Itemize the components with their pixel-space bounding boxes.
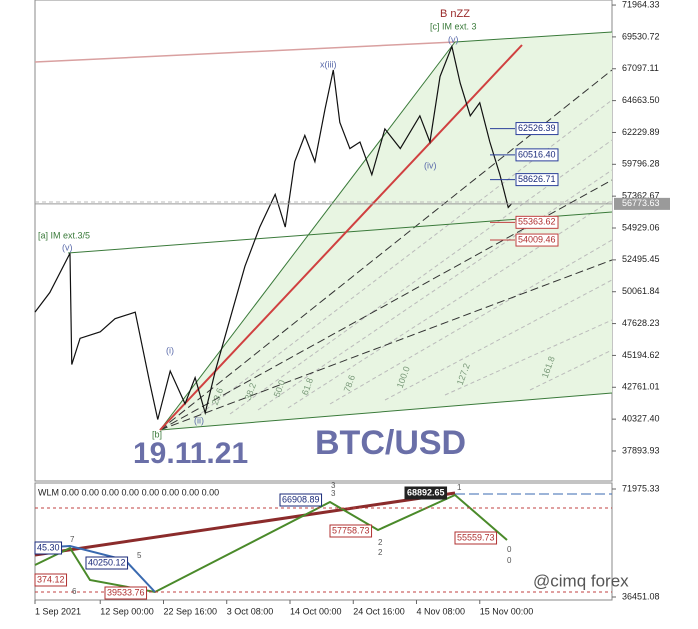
channel-top (34, 41, 456, 63)
level-box (515, 122, 559, 136)
zigzag-label: 39533.76 (107, 587, 145, 597)
wave-number: 3 (331, 489, 336, 498)
wave-annotation: (i) (166, 345, 174, 355)
zigzag-label: 68892.65 (407, 487, 445, 497)
y-tick-label: 40327.40 (622, 414, 660, 424)
wave-number: 3 (331, 481, 336, 490)
wave-number: 7 (70, 535, 75, 544)
wave-number: 0 (507, 556, 512, 565)
current-price-box (614, 197, 670, 210)
x-tick-label: 3 Oct 08:00 (227, 606, 274, 616)
wave-annotation: [b] (152, 429, 162, 439)
y-tick-label: 71964.33 (622, 0, 660, 9)
wave-number: 2 (378, 538, 383, 547)
wave-annotation: (v) (448, 34, 459, 44)
y-tick-label: 50061.84 (622, 286, 660, 296)
wave-annotation: B nZZ (440, 8, 470, 20)
watermark: @cimq forex (533, 571, 629, 590)
level-box (515, 173, 559, 187)
indicator-legend: WLM 0.00 0.00 0.00 0.00 0.00 0.00 0.00 0… (38, 487, 219, 497)
y-tick-label: 47628.23 (622, 318, 660, 328)
x-tick-label: 15 Nov 00:00 (480, 606, 534, 616)
zigzag-label-box (454, 531, 498, 545)
y-tick-label: 52495.45 (622, 254, 660, 264)
zigzag-label: 374.12 (37, 574, 65, 584)
y-tick-label: 67097.11 (622, 63, 659, 73)
wave-annotation: (ii) (194, 415, 204, 425)
wave-annotation: [a] IM ext.3/5 (38, 230, 90, 240)
channel-fill (160, 32, 612, 430)
y-tick-label: 42761.01 (622, 382, 660, 392)
wave-annotation: x(iii) (320, 59, 337, 69)
y-tick-label: 57362.67 (622, 191, 660, 201)
level-label: 62526.39 (518, 123, 556, 133)
channel-side (159, 41, 456, 431)
wave-annotation: (iv) (424, 160, 437, 170)
price-line (34, 44, 513, 420)
x-tick-label: 1 Sep 2021 (35, 606, 81, 616)
level-box (515, 215, 559, 229)
median-line (159, 44, 523, 431)
zigzag-label: 55559.73 (457, 532, 495, 542)
zigzag-label-box (85, 556, 129, 570)
level-box (515, 233, 559, 247)
y-tick-label: 37893.93 (622, 445, 660, 455)
y-tick-label: 54929.06 (622, 222, 660, 232)
y-tick-label: 71975.33 (622, 483, 660, 493)
x-tick-label: 4 Nov 08:00 (416, 606, 465, 616)
x-tick-label: 22 Sep 16:00 (164, 606, 218, 616)
y-tick-label: 62229.89 (622, 127, 660, 137)
wave-number: 6 (72, 587, 77, 596)
symbol-title: BTC/USD (315, 424, 466, 462)
zigzag (34, 491, 612, 594)
level-label: 60516.40 (518, 149, 556, 159)
x-tick-label: 24 Oct 16:00 (353, 606, 405, 616)
zigzag-label-box (34, 573, 68, 587)
current-price-label: 56773.63 (622, 198, 660, 208)
zigzag-label: 40250.12 (88, 557, 126, 567)
zigzag-label: 57758.73 (332, 525, 370, 535)
zigzag-label-box (404, 486, 448, 500)
x-tick-label: 14 Oct 00:00 (290, 606, 342, 616)
wave-annotation: (v) (62, 242, 73, 252)
zigzag-label-box (34, 541, 63, 555)
y-tick-label: 45194.62 (622, 350, 660, 360)
zigzag-label-box (104, 586, 148, 600)
level-label: 55363.62 (518, 217, 556, 227)
zigzag-label-box (329, 524, 373, 538)
wave-number: 0 (507, 545, 512, 554)
wave-number: 5 (137, 551, 142, 560)
wave-number: 2 (378, 548, 383, 557)
channel-top-ext (454, 31, 613, 43)
wave-annotation: [c] IM ext. 3 (430, 21, 477, 31)
x-tick-label: 12 Sep 00:00 (100, 606, 154, 616)
zigzag-label: 66908.89 (282, 494, 320, 504)
y-tick-label: 69530.72 (622, 31, 660, 41)
zigzag-label-box (279, 493, 323, 507)
y-tick-label: 64663.50 (622, 95, 660, 105)
zigzag-label: 45.30 (37, 542, 60, 552)
level-label: 54009.46 (518, 234, 556, 244)
y-tick-label: 59796.28 (622, 159, 660, 169)
level-label: 58626.71 (518, 174, 556, 184)
wave-number: 1 (457, 483, 462, 492)
channel-bottom (159, 392, 613, 431)
date-label: 19.11.21 (133, 437, 248, 470)
y-tick-label: 36451.08 (622, 591, 660, 601)
level-box (515, 148, 559, 162)
